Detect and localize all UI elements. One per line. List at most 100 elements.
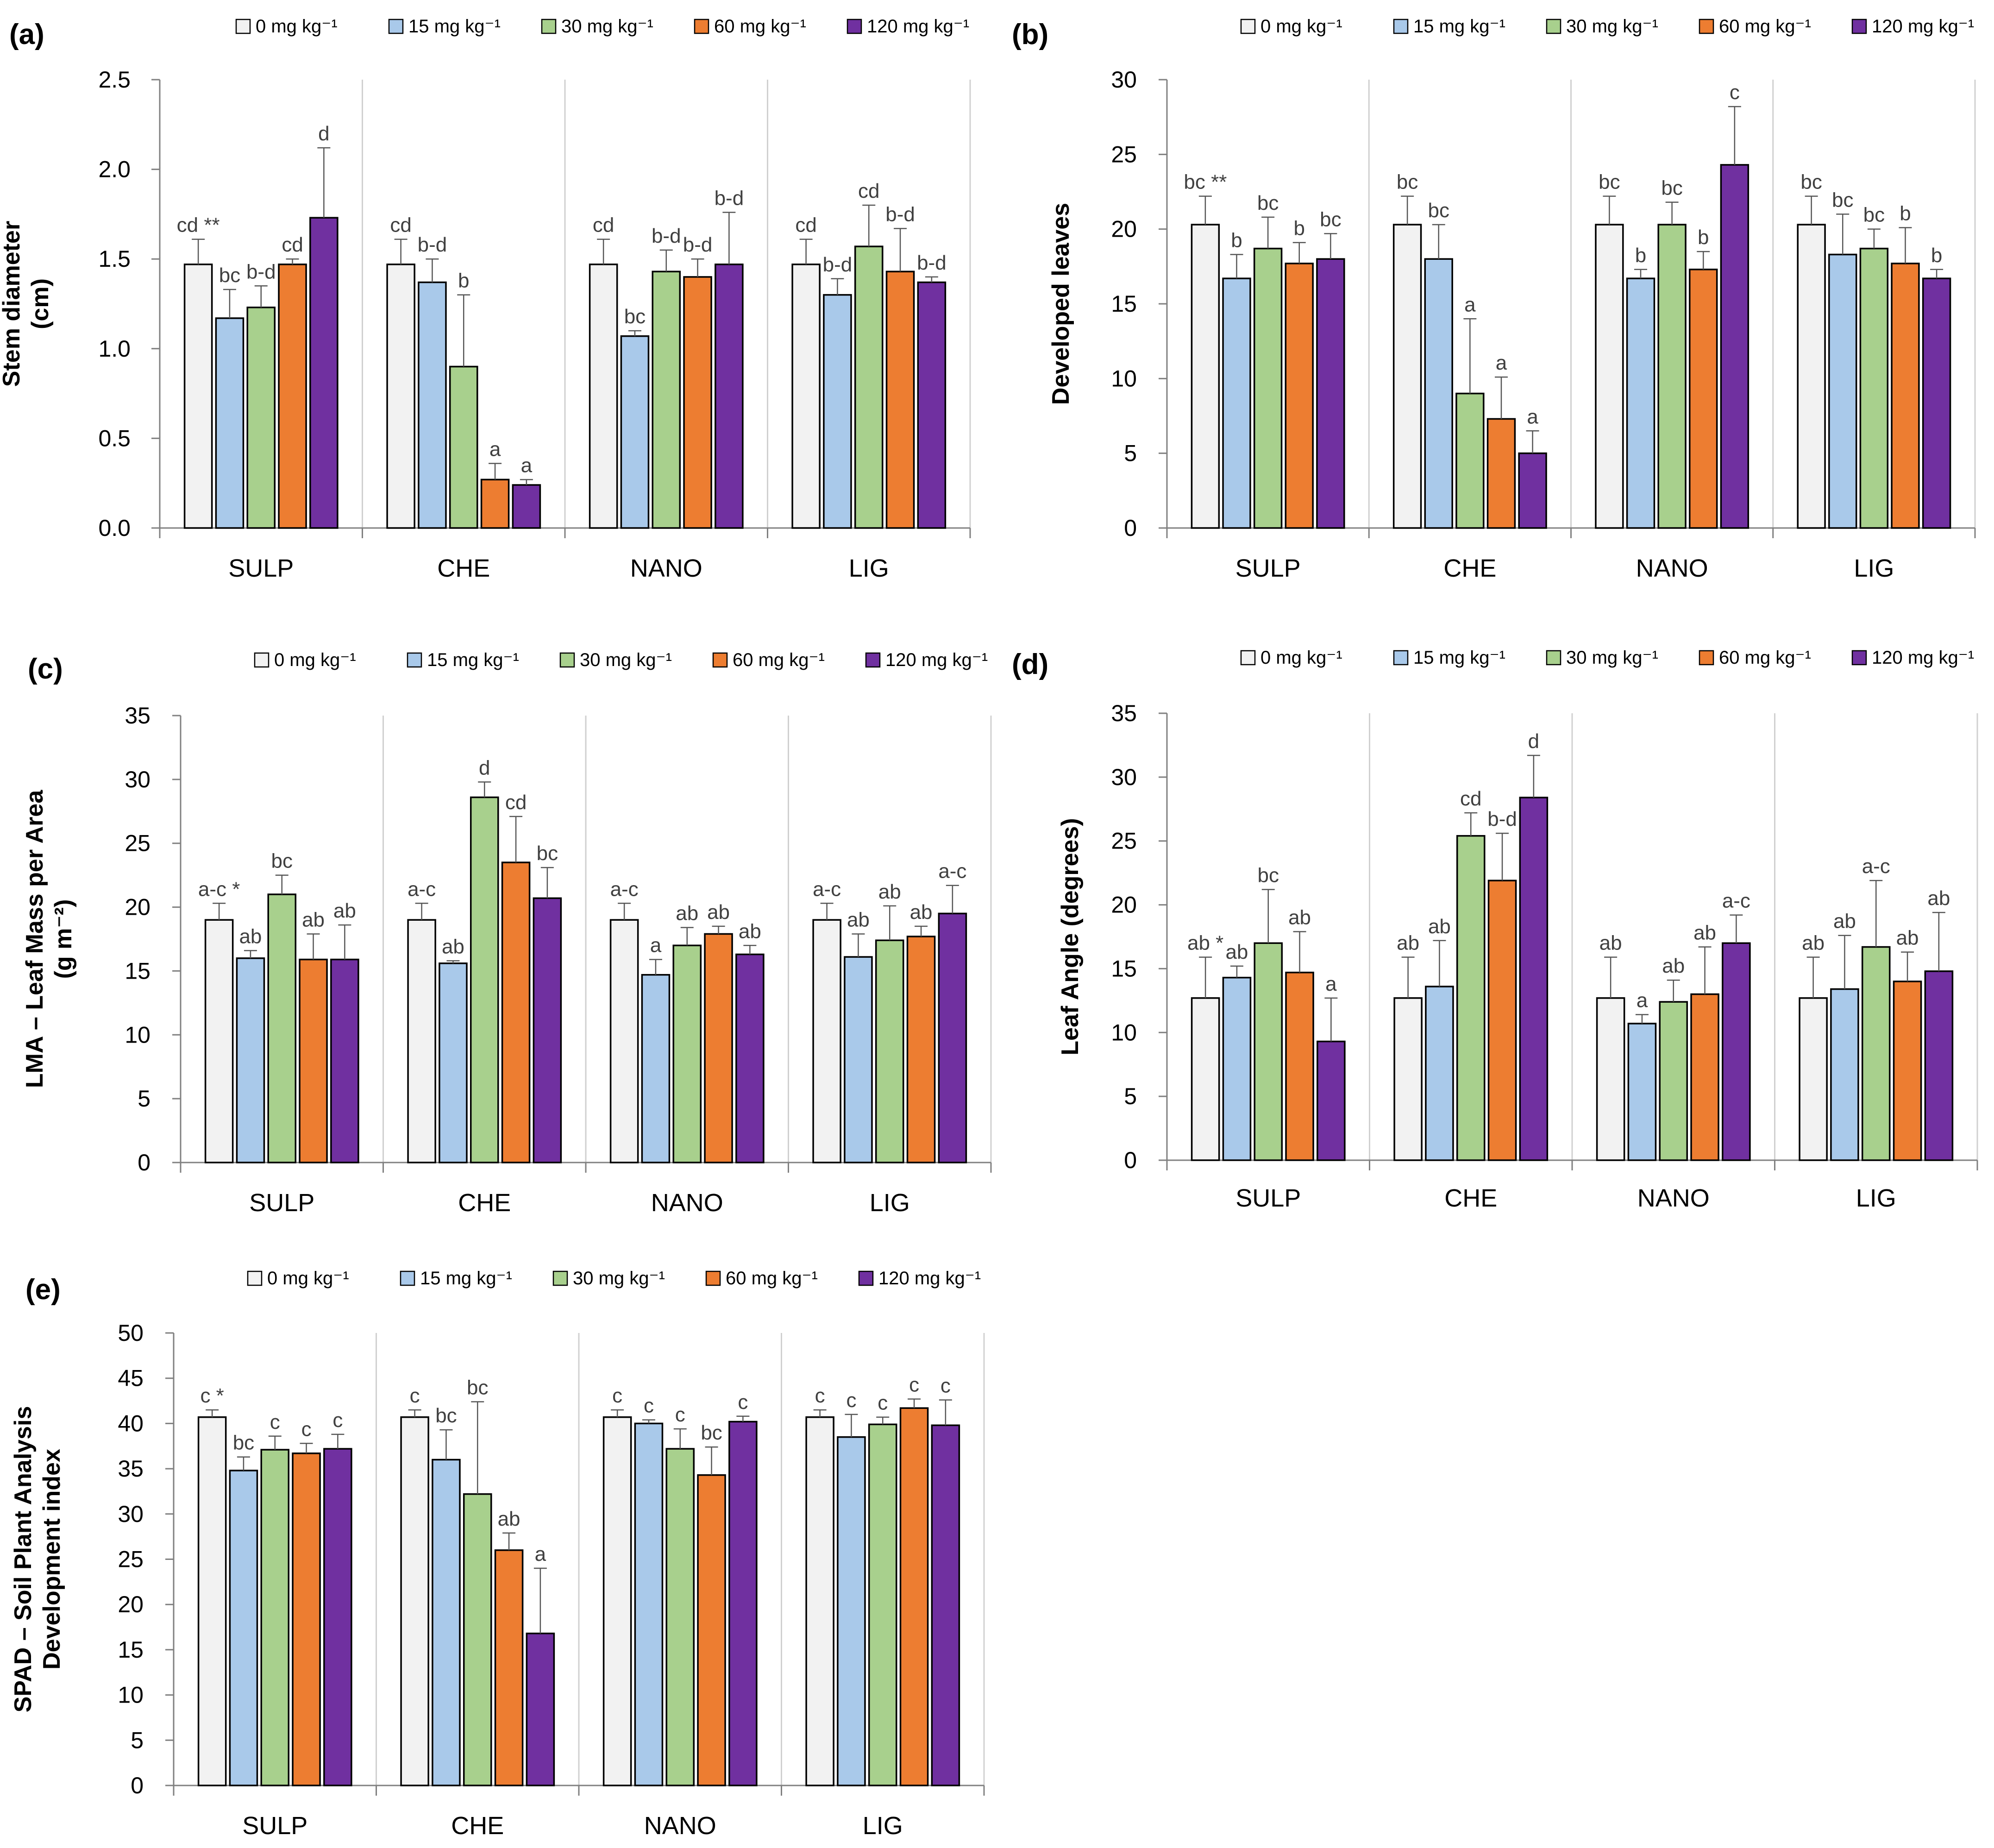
legend-swatch xyxy=(1699,650,1714,666)
y-axis-label: Leaf Angle (degrees) xyxy=(1057,818,1084,1055)
legend-swatch xyxy=(552,1270,568,1286)
y-tick-label: 35 xyxy=(1111,700,1137,726)
legend-label: 60 mg kg⁻¹ xyxy=(714,16,806,37)
bar xyxy=(1285,971,1314,1161)
significance-letter: ab xyxy=(498,1508,520,1530)
legend-label: 0 mg kg⁻¹ xyxy=(1260,16,1342,37)
legend-swatch xyxy=(1240,650,1256,666)
bar xyxy=(1924,970,1954,1161)
significance-letter: bc xyxy=(537,842,558,865)
legend-swatch xyxy=(400,1270,415,1286)
bar xyxy=(1316,258,1345,529)
significance-letter: b-d xyxy=(823,253,853,276)
significance-letter: a xyxy=(489,438,501,461)
bar xyxy=(292,1452,321,1786)
bar xyxy=(938,912,967,1163)
legend-swatch xyxy=(1546,650,1561,666)
legend-label: 15 mg kg⁻¹ xyxy=(1413,647,1505,668)
bar xyxy=(236,957,265,1163)
bar xyxy=(620,335,650,529)
y-tick-label: 15 xyxy=(1111,291,1137,317)
bar xyxy=(1659,1001,1688,1161)
y-axis-label-line: SPAD – Soil Plant Analysis xyxy=(10,1406,37,1713)
bar xyxy=(400,1416,429,1786)
y-tick-label: 35 xyxy=(125,703,150,729)
significance-letter: a-c xyxy=(1722,890,1750,912)
significance-letter: cd xyxy=(390,214,411,237)
legend-swatch xyxy=(1240,19,1256,34)
significance-letter: a-c xyxy=(813,878,841,900)
significance-letter: a xyxy=(1637,989,1648,1012)
significance-letter: ab xyxy=(302,908,325,931)
y-axis-label-line: Developed leaves xyxy=(1047,203,1074,405)
y-tick-label: 25 xyxy=(1111,141,1137,167)
y-tick-label: 20 xyxy=(1111,216,1137,242)
bar xyxy=(501,861,531,1163)
significance-letter: ab xyxy=(1927,887,1950,910)
y-axis-label-line: Stem diameter xyxy=(0,221,25,387)
y-axis-label: Developed leaves xyxy=(1047,203,1074,405)
bar xyxy=(330,958,359,1163)
significance-letter: c xyxy=(738,1391,748,1414)
chart-panel-5: (e) 0 mg kg⁻¹ 15 mg kg⁻¹ 30 mg kg⁻¹ 60 mg kg… xyxy=(10,1268,985,1840)
bar xyxy=(1456,835,1486,1161)
significance-letter: c xyxy=(1730,81,1740,104)
significance-letter: bc xyxy=(701,1421,722,1444)
y-tick-label: 50 xyxy=(118,1320,144,1346)
significance-letter: cd xyxy=(1460,787,1481,810)
bar xyxy=(728,1421,758,1786)
significance-letter: bc xyxy=(1257,192,1279,214)
bar xyxy=(1690,993,1719,1161)
bar xyxy=(885,270,915,529)
bar xyxy=(533,897,562,1163)
legend-swatch xyxy=(1393,19,1409,34)
bar xyxy=(1891,263,1920,529)
y-axis-label-line: Development index xyxy=(38,1449,65,1670)
significance-letter: b-d xyxy=(683,233,713,256)
significance-letter: c xyxy=(612,1384,622,1407)
bar xyxy=(1486,418,1516,529)
bar xyxy=(1626,277,1655,529)
bar xyxy=(697,1474,726,1786)
y-tick-label: 10 xyxy=(125,1022,150,1048)
chart-panel-3: (c) 0 mg kg⁻¹ 15 mg kg⁻¹ 30 mg kg⁻¹ 60 mg kg… xyxy=(21,650,992,1217)
y-tick-label: 45 xyxy=(118,1365,144,1391)
legend-label: 60 mg kg⁻¹ xyxy=(1719,16,1811,37)
bar xyxy=(1519,797,1549,1161)
significance-letter: bc xyxy=(1800,171,1822,194)
legend-swatch xyxy=(694,19,709,34)
significance-letter: bc xyxy=(219,264,240,287)
bar xyxy=(1518,452,1547,529)
legend-swatch xyxy=(235,19,251,34)
bar xyxy=(1828,253,1857,529)
category-label: CHE xyxy=(437,554,490,582)
category-label: LIG xyxy=(849,554,889,582)
significance-letter: ab xyxy=(1225,941,1248,963)
legend-swatch xyxy=(388,19,404,34)
bar xyxy=(1657,224,1687,529)
significance-letter: bc xyxy=(1320,208,1341,231)
y-tick-label: 2.0 xyxy=(98,157,131,182)
category-label: CHE xyxy=(458,1189,511,1217)
bar xyxy=(1799,997,1828,1161)
significance-letter: ab xyxy=(739,920,761,943)
y-tick-label: 25 xyxy=(125,830,150,856)
bar xyxy=(1317,1040,1346,1161)
bar xyxy=(641,974,671,1163)
bar xyxy=(844,956,873,1163)
bar xyxy=(299,958,328,1163)
legend-label: 120 mg kg⁻¹ xyxy=(1872,647,1974,668)
significance-letter: c xyxy=(675,1403,685,1426)
bar xyxy=(1424,258,1453,529)
panel-letter: (c) xyxy=(28,653,63,685)
bar xyxy=(267,893,297,1163)
y-tick-label: 0 xyxy=(138,1150,150,1175)
bar xyxy=(1797,224,1826,529)
significance-letter: ab xyxy=(910,901,933,924)
bar xyxy=(386,264,415,529)
significance-letter: ab xyxy=(442,935,464,958)
bar xyxy=(229,1470,258,1786)
y-axis-label: SPAD – Soil Plant Analysis Development in… xyxy=(10,1406,65,1713)
significance-letter: cd xyxy=(505,791,527,814)
bar xyxy=(246,306,276,529)
